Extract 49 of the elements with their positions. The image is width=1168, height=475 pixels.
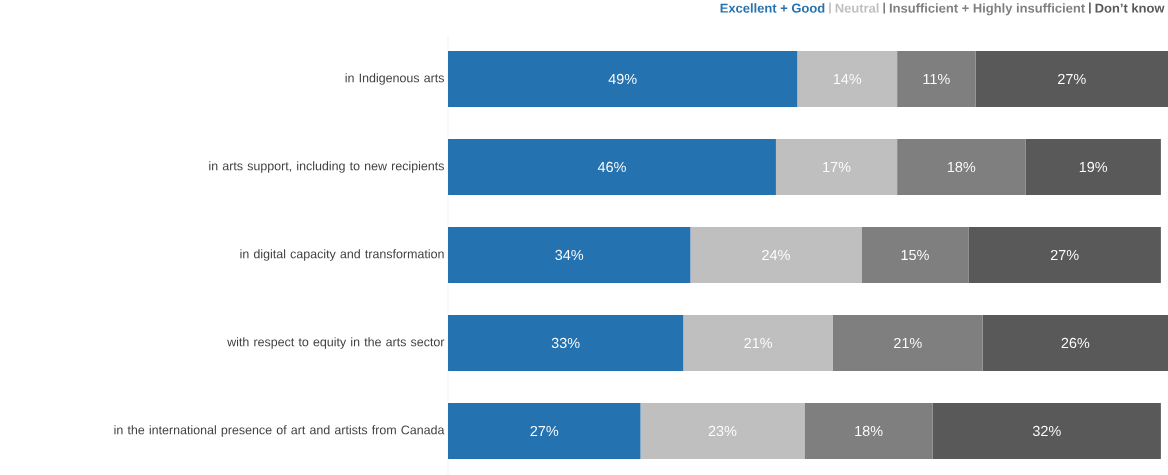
y-tick-label: in digital capacity and transformation — [240, 249, 444, 261]
bar — [975, 51, 1168, 107]
y-tick-label: in Indigenous arts — [345, 73, 445, 85]
bar — [775, 138, 898, 195]
bar — [683, 314, 833, 371]
data-label: 18% — [855, 425, 883, 437]
data-label: 33% — [551, 337, 580, 349]
data-label: 27% — [530, 425, 559, 437]
bar — [690, 226, 862, 283]
data-label: 21% — [744, 337, 773, 349]
legend-label: Neutral — [835, 3, 879, 13]
bar — [932, 402, 1161, 459]
y-tick-label: in arts support, including to new recipients — [209, 161, 444, 173]
bar — [804, 402, 933, 459]
bar — [897, 138, 1026, 195]
bar — [897, 51, 976, 107]
bar — [982, 314, 1168, 371]
data-label: 49% — [608, 73, 637, 85]
bar — [861, 226, 969, 283]
data-label: 27% — [1050, 249, 1079, 261]
bar — [968, 226, 1161, 283]
bar — [1025, 138, 1161, 195]
bar — [797, 51, 898, 107]
data-label: 17% — [823, 161, 851, 173]
data-label: 11% — [923, 73, 950, 85]
y-tick-label: in the international presence of art and artists from Canada — [114, 425, 445, 437]
data-label: 23% — [708, 425, 737, 437]
y-tick-label: with respect to equity in the arts sector — [227, 337, 445, 349]
bar — [832, 314, 983, 371]
data-label: 46% — [597, 161, 626, 173]
data-label: 21% — [894, 337, 922, 349]
data-label: 15% — [901, 249, 929, 261]
bar — [448, 138, 776, 195]
data-label: 24% — [762, 249, 790, 261]
data-label: 19% — [1079, 161, 1108, 173]
data-label: 32% — [1032, 425, 1061, 437]
data-label: 18% — [947, 161, 976, 173]
bar — [448, 314, 684, 371]
text: Excellent + Good — [720, 3, 825, 13]
data-label: 34% — [555, 249, 584, 261]
data-label: 14% — [833, 73, 862, 85]
data-label: 26% — [1061, 337, 1090, 349]
bar — [640, 402, 805, 459]
legend-label: Insufficient + Highly insufficient — [889, 3, 1085, 16]
bar — [448, 51, 798, 107]
legend-label: Don’t know — [1095, 3, 1165, 13]
bar — [448, 402, 641, 459]
data-label: 27% — [1058, 73, 1086, 85]
bar — [448, 226, 691, 283]
